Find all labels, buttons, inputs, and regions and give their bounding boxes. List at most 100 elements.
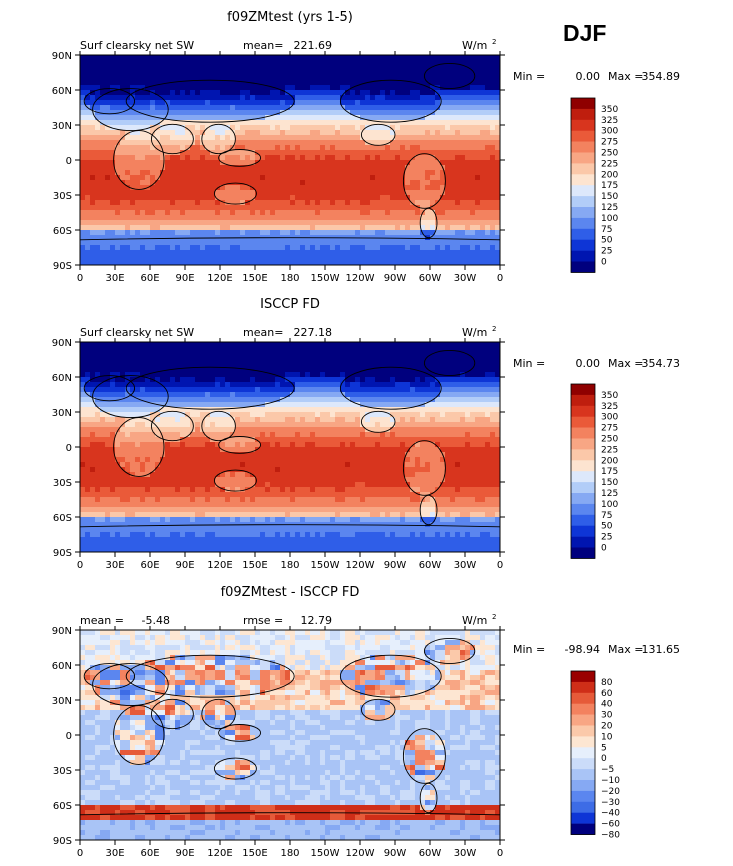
map-cell: [160, 95, 166, 101]
map-cell: [450, 120, 456, 126]
map-cell: [195, 65, 201, 71]
map-cell: [215, 125, 221, 131]
map-cell: [490, 387, 496, 393]
map-cell: [255, 362, 261, 368]
map-cell: [340, 120, 346, 126]
map-cell: [90, 55, 96, 61]
map-cell: [160, 105, 166, 111]
map-cell: [185, 225, 191, 231]
map-cell: [145, 145, 151, 151]
map-cell: [445, 382, 451, 388]
map-cell: [200, 367, 206, 373]
map-cell: [255, 80, 261, 86]
map-cell: [475, 357, 481, 363]
map-cell: [195, 250, 201, 256]
map-cell: [495, 210, 501, 216]
map-cell: [205, 250, 211, 256]
map-cell: [335, 145, 341, 151]
map-cell: [435, 150, 441, 156]
map-cell: [410, 240, 416, 246]
map-cell: [250, 260, 256, 266]
map-cell: [460, 397, 466, 403]
map-cell: [260, 100, 266, 106]
map-cell: [230, 70, 236, 76]
map-cell: [450, 352, 456, 358]
map-cell: [285, 367, 291, 373]
map-cell: [210, 195, 216, 201]
map-cell: [295, 382, 301, 388]
map-cell: [340, 115, 346, 121]
map-cell: [255, 412, 261, 418]
map-cell: [305, 412, 311, 418]
map-cell: [275, 170, 281, 176]
map-cell: [305, 90, 311, 96]
map-cell: [300, 362, 306, 368]
map-cell: [225, 412, 231, 418]
map-cell: [420, 140, 426, 146]
map-cell: [415, 240, 421, 246]
map-cell: [460, 190, 466, 196]
map-cell: [120, 240, 126, 246]
map-cell: [345, 342, 351, 348]
map-cell: [365, 195, 371, 201]
map-cell: [275, 417, 281, 423]
map-cell: [385, 165, 391, 171]
map-cell: [395, 402, 401, 408]
map-cell: [445, 230, 451, 236]
map-cell: [370, 245, 376, 251]
map-cell: [250, 170, 256, 176]
map-cell: [350, 160, 356, 166]
map-cell: [250, 407, 256, 413]
map-cell: [310, 215, 316, 221]
map-cell: [125, 417, 131, 423]
map-cell: [105, 105, 111, 111]
map-cell: [345, 362, 351, 368]
map-cell: [150, 75, 156, 81]
map-cell: [420, 352, 426, 358]
map-cell: [440, 95, 446, 101]
map-cell: [235, 402, 241, 408]
map-cell: [470, 397, 476, 403]
map-cell: [165, 155, 171, 161]
map-cell: [400, 180, 406, 186]
map-cell: [160, 125, 166, 131]
map-cell: [255, 205, 261, 211]
map-cell: [150, 397, 156, 403]
map-cell: [95, 105, 101, 111]
map-cell: [120, 230, 126, 236]
map-cell: [360, 140, 366, 146]
map-cell: [80, 195, 86, 201]
map-cell: [120, 185, 126, 191]
map-cell: [490, 220, 496, 226]
map-cell: [185, 125, 191, 131]
map-cell: [445, 402, 451, 408]
map-cell: [160, 130, 166, 136]
map-cell: [335, 115, 341, 121]
map-cell: [490, 80, 496, 86]
map-cell: [345, 145, 351, 151]
map-cell: [115, 220, 121, 226]
map-cell: [430, 120, 436, 126]
map-cell: [240, 155, 246, 161]
map-cell: [335, 85, 341, 91]
map-cell: [445, 417, 451, 423]
map-cell: [95, 115, 101, 121]
map-cell: [165, 120, 171, 126]
map-cell: [110, 65, 116, 71]
map-cell: [355, 60, 361, 66]
map-cell: [260, 230, 266, 236]
map-cell: [215, 392, 221, 398]
map-cell: [380, 377, 386, 383]
map-cell: [310, 95, 316, 101]
map-cell: [115, 195, 121, 201]
map-cell: [255, 255, 261, 261]
map-cell: [285, 110, 291, 116]
map-cell: [250, 90, 256, 96]
map-cell: [135, 397, 141, 403]
map-cell: [315, 250, 321, 256]
map-cell: [330, 215, 336, 221]
map-cell: [110, 175, 116, 181]
map-cell: [145, 342, 151, 348]
map-cell: [150, 60, 156, 66]
